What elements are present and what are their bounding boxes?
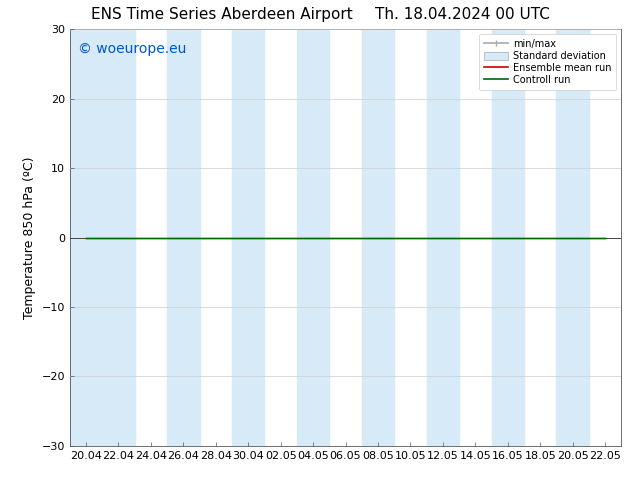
Text: © woeurope.eu: © woeurope.eu [78,42,186,56]
Bar [427,29,459,446]
Text: Th. 18.04.2024 00 UTC: Th. 18.04.2024 00 UTC [375,7,550,23]
Bar [557,29,589,446]
Bar [297,29,329,446]
Bar [232,29,264,446]
Y-axis label: Temperature 850 hPa (ºC): Temperature 850 hPa (ºC) [23,156,36,319]
Bar [102,29,134,446]
Bar [167,29,200,446]
Bar [70,29,102,446]
Legend: min/max, Standard deviation, Ensemble mean run, Controll run: min/max, Standard deviation, Ensemble me… [479,34,616,90]
Text: ENS Time Series Aberdeen Airport: ENS Time Series Aberdeen Airport [91,7,353,23]
Bar [362,29,394,446]
Bar [491,29,524,446]
